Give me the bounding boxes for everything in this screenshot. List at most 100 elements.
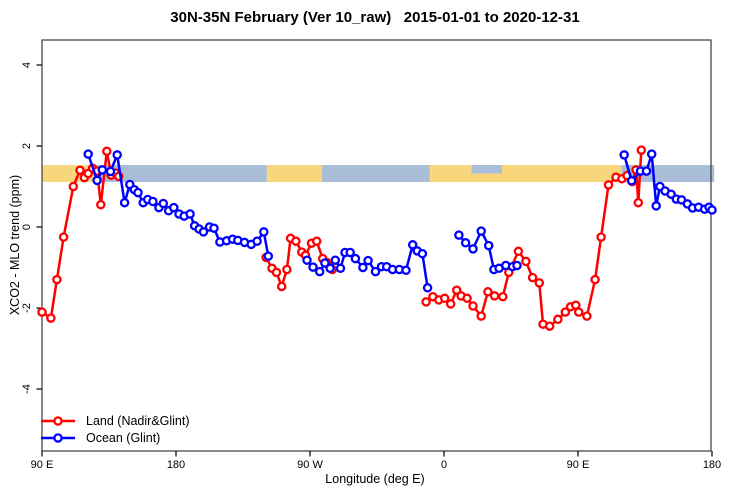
y-tick-label: 2 xyxy=(21,143,33,149)
legend: Land (Nadir&Glint) Ocean (Glint) xyxy=(40,412,190,446)
land-data-point xyxy=(68,181,79,192)
ocean-data-point xyxy=(97,165,108,175)
land-data-point xyxy=(462,293,472,304)
ocean-data-point xyxy=(407,240,418,250)
land-data-point xyxy=(498,291,508,302)
land-data-point xyxy=(513,246,524,257)
land-data-point xyxy=(421,297,431,307)
ocean-data-point xyxy=(112,150,122,160)
land-data-point xyxy=(291,236,301,246)
ocean-data-point xyxy=(460,238,471,248)
latitude-strip-land xyxy=(266,165,322,183)
ocean-data-point xyxy=(263,251,274,261)
x-tick-label: 180 xyxy=(167,459,185,471)
ocean-data-point xyxy=(345,247,355,258)
land-data-point xyxy=(75,165,85,176)
ocean-data-point xyxy=(252,236,262,246)
land-data-point xyxy=(573,307,584,317)
land-data-point xyxy=(521,256,531,267)
latitude-strip-patch-ocean xyxy=(471,165,503,174)
land-data-point xyxy=(582,311,592,321)
land-data-point xyxy=(468,301,478,311)
ocean-data-point xyxy=(83,149,93,159)
land-data-point xyxy=(271,267,282,278)
x-axis-title: Longitude (deg E) xyxy=(325,472,425,486)
legend-ocean-sample-icon xyxy=(41,432,75,443)
ocean-data-point xyxy=(133,187,143,198)
ocean-data-point xyxy=(358,262,368,273)
ocean-data-point xyxy=(308,262,318,272)
ocean-data-point xyxy=(105,166,116,177)
ocean-data-point xyxy=(512,260,522,271)
ocean-data-point xyxy=(335,263,346,274)
land-data-point xyxy=(527,272,538,283)
land-data-point xyxy=(596,232,606,242)
ocean-data-point xyxy=(350,253,361,264)
land-data-point xyxy=(489,291,500,301)
land-data-point xyxy=(560,307,571,317)
land-data-point xyxy=(276,281,287,292)
ocean-data-point xyxy=(651,201,661,211)
ocean-data-point xyxy=(417,248,428,259)
ocean-data-point xyxy=(401,265,411,276)
x-tick-label: 90 E xyxy=(567,459,590,471)
land-data-point xyxy=(544,321,555,331)
land-data-point xyxy=(96,199,106,210)
ocean-data-point xyxy=(454,230,464,240)
ocean-data-point xyxy=(626,176,637,186)
y-tick-label: -2 xyxy=(21,303,33,313)
ocean-data-point xyxy=(158,198,169,209)
plot-border xyxy=(41,39,712,452)
x-tick-label: 90 E xyxy=(31,459,54,471)
legend-land-sample-icon xyxy=(41,415,75,426)
ocean-data-point xyxy=(641,166,652,176)
y-tick-label: 4 xyxy=(21,62,33,68)
land-data-point xyxy=(553,314,563,325)
land-data-point xyxy=(46,313,56,323)
land-data-point xyxy=(633,197,644,208)
y-tick-label: -4 xyxy=(21,384,33,394)
ocean-data-point xyxy=(468,244,478,254)
ocean-data-point xyxy=(148,196,158,207)
ocean-data-point xyxy=(619,150,629,160)
latitude-strip-ocean xyxy=(321,165,430,183)
land-data-point xyxy=(603,180,614,190)
land-data-point xyxy=(534,278,545,288)
ocean-data-point xyxy=(707,205,717,215)
legend-item-ocean: Ocean (Glint) xyxy=(40,429,190,446)
land-data-point xyxy=(445,299,456,309)
ocean-data-point xyxy=(302,255,312,265)
chart-title: 30N-35N February (Ver 10_raw) 2015-01-01… xyxy=(170,9,580,26)
land-data-point xyxy=(590,274,600,285)
ocean-data-point xyxy=(198,227,209,237)
land-data-point xyxy=(58,232,69,242)
legend-item-land: Land (Nadir&Glint) xyxy=(40,412,190,429)
land-data-point xyxy=(636,145,647,155)
ocean-data-point xyxy=(646,149,657,159)
ocean-data-point xyxy=(422,283,433,293)
ocean-data-point xyxy=(363,255,373,266)
legend-land-label: Land (Nadir&Glint) xyxy=(86,413,190,428)
land-data-point xyxy=(37,307,47,317)
x-tick-label: 90 W xyxy=(297,459,323,471)
ocean-data-point xyxy=(483,240,494,251)
ocean-data-point xyxy=(476,226,486,236)
ocean-data-point xyxy=(325,263,335,274)
ocean-data-point xyxy=(92,175,102,186)
ocean-data-point xyxy=(330,255,341,265)
land-data-point xyxy=(439,293,450,304)
latitude-strip-land xyxy=(429,165,622,183)
y-axis-title: XCO2 - MLO trend (ppm) xyxy=(8,174,22,316)
legend-ocean-label: Ocean (Glint) xyxy=(86,430,161,445)
land-data-point xyxy=(476,311,486,321)
land-data-point xyxy=(52,274,62,285)
latitude-strip-ocean xyxy=(96,165,267,183)
land-data-point xyxy=(102,146,112,157)
y-tick-label: 0 xyxy=(21,224,33,230)
ocean-data-point xyxy=(209,223,219,233)
ocean-data-point xyxy=(320,258,330,268)
x-tick-label: 0 xyxy=(441,459,447,471)
ocean-data-point xyxy=(259,227,269,237)
ocean-data-point xyxy=(169,202,179,213)
